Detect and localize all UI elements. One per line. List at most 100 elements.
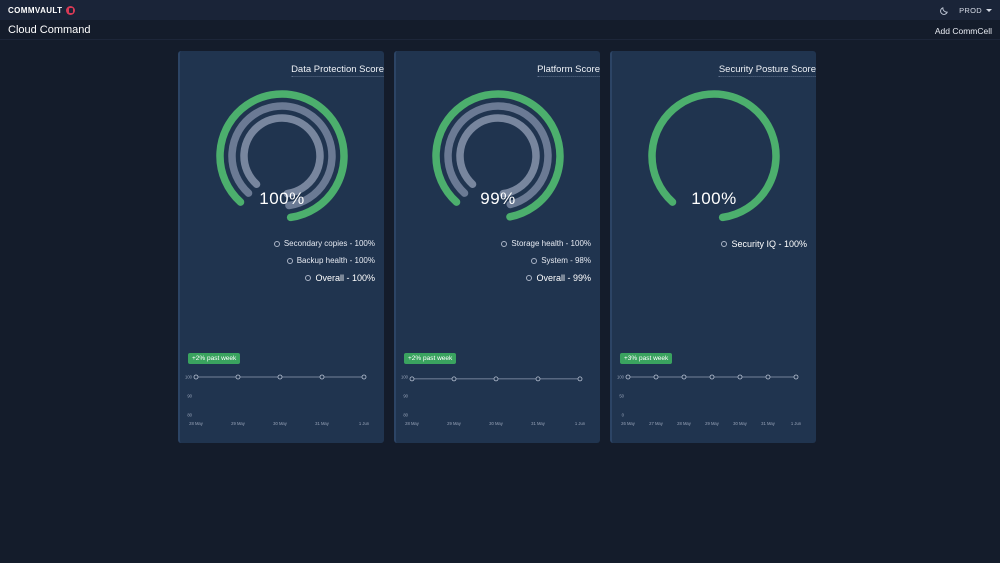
spark-point: [451, 376, 457, 382]
y-axis-label: 100: [185, 375, 193, 380]
spark-point: [737, 374, 743, 380]
gauge-arc-storage-health: [456, 114, 540, 198]
y-axis-label: 100: [617, 375, 625, 380]
trend-section: +2% past week 100 90 80 28 May 29 May 30 May 3…: [396, 347, 600, 429]
score-card: Data Protection Score 100% Secondary cop…: [178, 51, 384, 443]
x-axis-label: 28 May: [677, 421, 692, 426]
gauge-value: 100%: [691, 189, 737, 208]
card-title: Security Posture Score: [718, 64, 816, 77]
spark-point: [361, 374, 367, 380]
top-bar-actions: PROD: [939, 5, 992, 16]
legend-marker-icon: [286, 257, 293, 264]
x-axis-label: 30 May: [733, 421, 748, 426]
legend-item[interactable]: Overall - 100%: [305, 273, 375, 283]
x-axis-label: 31 May: [315, 421, 330, 426]
score-card: Security Posture Score 100% Security IQ …: [610, 51, 816, 443]
y-axis-label: 50: [619, 394, 624, 399]
gauge-value: 99%: [480, 189, 516, 208]
trend-section: +3% past week 100 50 0 26 May 27 May 28 May 29…: [612, 347, 816, 429]
spark-point: [493, 376, 499, 382]
legend-label: Overall - 100%: [315, 273, 375, 283]
y-axis-label: 90: [403, 394, 408, 399]
gauge-area: 100% Secondary copies - 100% Backup heal…: [180, 81, 384, 326]
x-axis-label: 28 May: [405, 421, 420, 426]
legend-marker-icon: [721, 241, 728, 247]
legend-marker-icon: [501, 240, 508, 247]
trend-badge: +3% past week: [620, 353, 673, 364]
spark-point: [625, 374, 631, 380]
gauge-chart: [648, 90, 780, 222]
gauge-legend: Security IQ - 100%: [721, 239, 807, 249]
legend-label: Secondary copies - 100%: [283, 239, 375, 248]
spark-point: [577, 376, 583, 382]
trend-badge: +2% past week: [404, 353, 457, 364]
legend-marker-icon: [273, 240, 280, 247]
moon-icon[interactable]: [939, 5, 950, 16]
score-card: Platform Score 99% Storage health - 100%…: [394, 51, 600, 443]
x-axis-label: 29 May: [231, 421, 246, 426]
gauge-arc-secondary-copies: [240, 114, 324, 198]
gauge-arc-overall: [216, 90, 348, 222]
legend-marker-icon: [526, 275, 533, 281]
legend-item[interactable]: System - 98%: [531, 256, 591, 265]
page-header: Cloud Command Add CommCell: [0, 20, 1000, 40]
top-bar: COMMVAULT PROD: [0, 0, 1000, 20]
x-axis-label: 31 May: [761, 421, 776, 426]
gauge-value: 100%: [259, 189, 305, 208]
gauge-legend: Secondary copies - 100% Backup health - …: [273, 239, 375, 283]
x-axis-label: 1 Jun: [791, 421, 802, 426]
brand-name: COMMVAULT: [8, 5, 63, 15]
gauge-legend: Storage health - 100% System - 98% Overa…: [501, 239, 591, 283]
gauge-area: 100% Security IQ - 100%: [612, 81, 816, 326]
spark-point: [793, 374, 799, 380]
x-axis-label: 31 May: [531, 421, 546, 426]
chevron-down-icon: [986, 8, 992, 12]
gauge-chart: [216, 90, 348, 222]
legend-label: Storage health - 100%: [511, 239, 591, 248]
card-title: Data Protection Score: [291, 64, 384, 77]
spark-point: [681, 374, 687, 380]
gauge-area: 99% Storage health - 100% System - 98% O…: [396, 81, 600, 326]
x-axis-label: 28 May: [189, 421, 204, 426]
legend-item[interactable]: Backup health - 100%: [286, 256, 375, 265]
y-axis-label: 80: [403, 413, 408, 418]
x-axis-label: 29 May: [447, 421, 462, 426]
gauge-arc-backup-health: [228, 102, 336, 210]
y-axis-label: 90: [187, 394, 192, 399]
gauge-chart: [432, 90, 564, 221]
spark-point: [193, 374, 199, 380]
legend-label: System - 98%: [541, 256, 591, 265]
x-axis-label: 1 Jun: [359, 421, 370, 426]
score-cards: Data Protection Score 100% Secondary cop…: [0, 40, 1000, 443]
environment-label: PROD: [959, 5, 982, 15]
legend-item[interactable]: Security IQ - 100%: [721, 239, 807, 249]
spark-point: [235, 374, 241, 380]
x-axis-label: 30 May: [273, 421, 288, 426]
spark-point: [765, 374, 771, 380]
add-commcell-button[interactable]: Add CommCell: [934, 25, 992, 36]
gauge-arc-overall: [432, 90, 564, 221]
y-axis-label: 80: [187, 413, 192, 418]
legend-label: Security IQ - 100%: [731, 239, 807, 249]
legend-label: Backup health - 100%: [296, 256, 375, 265]
commvault-logo-icon: [66, 5, 76, 15]
x-axis-label: 29 May: [705, 421, 720, 426]
trend-section: +2% past week 100 90 80 28 May 29 May 30 May 3…: [180, 347, 384, 429]
legend-marker-icon: [531, 257, 538, 264]
spark-point: [535, 376, 541, 382]
legend-item[interactable]: Overall - 99%: [526, 273, 591, 283]
x-axis-label: 30 May: [489, 421, 504, 426]
trend-chart: 100 50 0 26 May 27 May 28 May 29 May 30 May 31 M…: [617, 374, 802, 426]
legend-item[interactable]: Storage health - 100%: [501, 239, 591, 248]
legend-item[interactable]: Secondary copies - 100%: [273, 239, 375, 248]
spark-point: [319, 374, 325, 380]
brand-logo[interactable]: COMMVAULT: [8, 5, 76, 15]
x-axis-label: 26 May: [621, 421, 636, 426]
spark-point: [709, 374, 715, 380]
environment-select[interactable]: PROD: [959, 6, 992, 15]
trend-chart: 100 90 80 28 May 29 May 30 May 31 May 1 Jun: [401, 375, 586, 426]
header-actions: Add CommCell: [935, 21, 992, 39]
card-title: Platform Score: [537, 64, 600, 77]
x-axis-label: 27 May: [649, 421, 664, 426]
legend-label: Overall - 99%: [536, 273, 591, 283]
